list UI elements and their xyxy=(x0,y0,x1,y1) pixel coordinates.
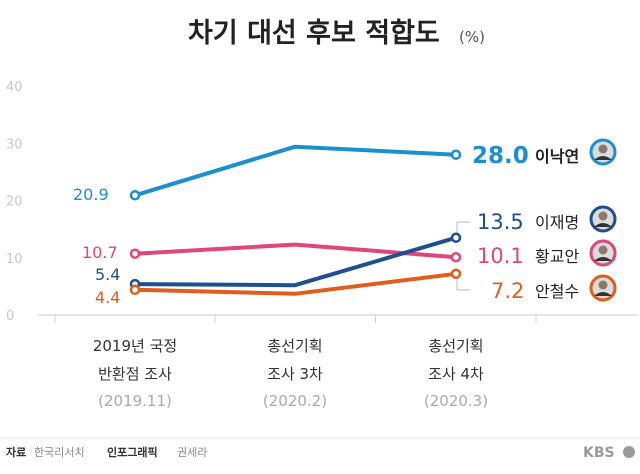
y-tick-label: 30 xyxy=(6,137,23,152)
x-category-label: (2019.11) xyxy=(98,392,172,410)
y-axis: 0 10 20 30 40 xyxy=(6,80,23,324)
x-category-label: 2019년 국정 xyxy=(93,337,177,355)
x-category-label: 총선기획 xyxy=(267,337,322,355)
name-lee-jaemyung: 이재명 xyxy=(535,213,579,232)
y-tick-label: 40 xyxy=(6,80,23,95)
series-line xyxy=(133,144,458,198)
y-tick-label: 0 xyxy=(6,309,14,324)
data-point xyxy=(450,149,462,160)
data-point xyxy=(450,232,462,243)
x-axis xyxy=(54,315,537,323)
end-label-lee-jaemyung: 13.5 xyxy=(477,210,524,234)
x-category-label: 조사 4차 xyxy=(428,365,484,383)
y-tick-label: 20 xyxy=(6,195,23,210)
name-ahn: 안철수 xyxy=(535,282,579,301)
chart-unit: (%) xyxy=(459,28,485,46)
x-category-label: 조사 3차 xyxy=(267,365,323,383)
series-line xyxy=(133,271,458,296)
source-name: 한국리서치 xyxy=(34,446,85,459)
end-label-hwang: 10.1 xyxy=(477,244,524,268)
data-point xyxy=(450,251,462,263)
series-lines xyxy=(133,144,458,296)
avatar-lee-nakyon xyxy=(589,138,617,166)
avatar-hwang xyxy=(589,239,617,267)
infographic-label: 인포그래픽 xyxy=(107,445,158,459)
kbs-logo: KBS xyxy=(583,445,615,461)
infographic-author: 권세라 xyxy=(177,446,207,459)
start-label-hwang: 10.7 xyxy=(82,243,118,262)
chart-title: 차기 대선 후보 적합도 xyxy=(188,18,440,49)
data-point xyxy=(129,284,141,296)
start-label-lee-nakyon: 20.9 xyxy=(73,185,109,204)
leader-line-lee-jaemyung xyxy=(456,221,470,237)
avatar-lee-jaemyung xyxy=(589,205,617,233)
end-label-lee-nakyon: 28.0 xyxy=(472,143,529,169)
start-label-ahn: 4.4 xyxy=(95,288,120,307)
avatar-ahn xyxy=(589,274,617,302)
x-category-label: (2020.2) xyxy=(263,392,327,410)
data-point xyxy=(450,268,462,280)
x-category-label: 반환점 조사 xyxy=(98,365,172,383)
source-label: 자료 xyxy=(6,445,26,459)
data-point xyxy=(129,248,141,259)
y-tick-label: 10 xyxy=(6,252,23,267)
series-points xyxy=(129,149,462,296)
end-label-ahn: 7.2 xyxy=(491,279,524,303)
data-point xyxy=(129,190,141,201)
x-category-label: (2020.3) xyxy=(424,392,488,410)
start-label-lee-jaemyung: 5.4 xyxy=(95,265,120,284)
x-category-label: 총선기획 xyxy=(428,337,483,355)
kbs-logo-mark xyxy=(623,446,635,458)
series-line xyxy=(133,235,458,288)
name-lee-nakyon: 이낙연 xyxy=(535,147,579,166)
name-hwang: 황교안 xyxy=(535,247,579,266)
